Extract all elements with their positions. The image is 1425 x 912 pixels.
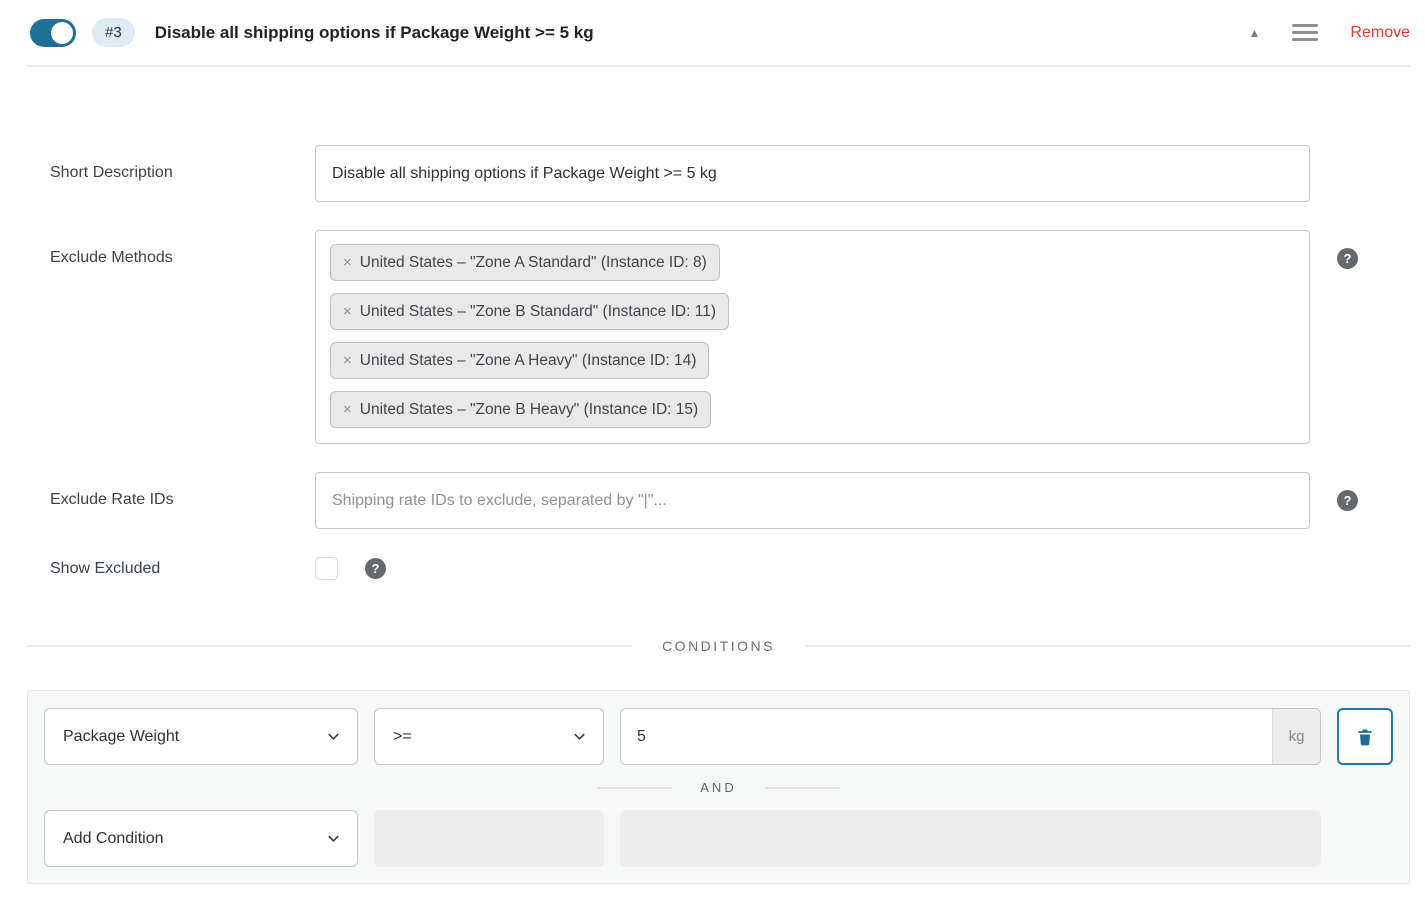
drag-handle-icon[interactable] — [1292, 20, 1319, 45]
chevron-down-icon — [574, 733, 585, 741]
tag-label: United States – "Zone A Standard" (Insta… — [359, 253, 707, 271]
conditions-box: Package Weight >= kg AND Add Condition — [27, 690, 1410, 884]
joiner-label: AND — [700, 780, 737, 795]
trash-icon — [1358, 729, 1372, 745]
condition-operator-select[interactable]: >= — [374, 708, 604, 765]
divider-line — [597, 786, 673, 789]
header-divider — [27, 65, 1410, 67]
divider-line — [764, 786, 840, 789]
chevron-down-icon — [328, 835, 339, 843]
exclude-methods-label: Exclude Methods — [50, 249, 173, 266]
condition-value-input[interactable] — [621, 709, 1272, 764]
placeholder-operator-slot — [374, 810, 604, 867]
collapse-triangle-icon[interactable]: ▲ — [1248, 25, 1261, 40]
divider-line — [27, 645, 633, 647]
delete-condition-button[interactable] — [1337, 708, 1393, 765]
empty-slot — [1337, 810, 1393, 867]
toggle-knob-icon — [51, 21, 73, 44]
rule-enabled-toggle[interactable] — [30, 18, 76, 47]
short-description-input[interactable] — [315, 145, 1310, 202]
show-excluded-row: Show Excluded ? — [27, 557, 1410, 580]
add-condition-row: Add Condition — [44, 810, 1393, 867]
tag-remove-icon[interactable]: × — [343, 303, 352, 320]
rule-title: Disable all shipping options if Package … — [154, 22, 594, 42]
add-condition-label: Add Condition — [63, 829, 164, 847]
rule-number-badge: #3 — [92, 18, 135, 47]
header-actions: ▲ Remove — [1247, 20, 1410, 45]
tag-label: United States – "Zone B Standard" (Insta… — [359, 302, 716, 320]
rule-header: #3 Disable all shipping options if Packa… — [27, 10, 1410, 65]
exclude-rate-ids-label: Exclude Rate IDs — [50, 491, 174, 508]
placeholder-value-slot — [620, 810, 1321, 867]
excluded-method-tag: × United States – "Zone B Standard" (Ins… — [330, 293, 729, 330]
divider-line — [804, 645, 1411, 647]
conditions-section-header: CONDITIONS — [27, 638, 1411, 654]
rule-settings-form: Short Description Exclude Methods × Unit… — [27, 145, 1410, 580]
tag-label: United States – "Zone B Heavy" (Instance… — [359, 400, 699, 418]
remove-rule-button[interactable]: Remove — [1350, 23, 1410, 41]
shipping-rule-panel: #3 Disable all shipping options if Packa… — [27, 10, 1411, 884]
help-icon[interactable]: ? — [365, 558, 386, 579]
condition-operator-value: >= — [393, 727, 412, 745]
show-excluded-label: Show Excluded — [50, 559, 161, 577]
condition-value-group: kg — [620, 708, 1321, 765]
excluded-method-tag: × United States – "Zone A Standard" (Ins… — [330, 244, 720, 281]
condition-subject-select[interactable]: Package Weight — [44, 708, 358, 765]
tag-label: United States – "Zone A Heavy" (Instance… — [359, 351, 697, 369]
condition-subject-value: Package Weight — [63, 727, 180, 745]
exclude-methods-multiselect[interactable]: × United States – "Zone A Standard" (Ins… — [315, 230, 1310, 444]
chevron-down-icon — [328, 733, 339, 741]
help-icon[interactable]: ? — [1337, 248, 1358, 269]
tag-remove-icon[interactable]: × — [343, 401, 352, 418]
short-description-row: Short Description — [27, 145, 1410, 202]
show-excluded-checkbox[interactable] — [315, 557, 338, 580]
exclude-rate-ids-row: Exclude Rate IDs ? — [27, 472, 1410, 529]
conditions-section-title: CONDITIONS — [662, 638, 775, 654]
condition-joiner: AND — [44, 780, 1393, 795]
condition-unit-suffix: kg — [1272, 709, 1320, 764]
excluded-method-tag: × United States – "Zone A Heavy" (Instan… — [330, 342, 710, 379]
add-condition-select[interactable]: Add Condition — [44, 810, 358, 867]
help-icon[interactable]: ? — [1337, 490, 1358, 511]
exclude-methods-row: Exclude Methods × United States – "Zone … — [27, 230, 1410, 444]
tag-remove-icon[interactable]: × — [343, 352, 352, 369]
short-description-label: Short Description — [50, 164, 173, 181]
condition-row: Package Weight >= kg — [44, 708, 1393, 765]
excluded-method-tag: × United States – "Zone B Heavy" (Instan… — [330, 391, 712, 428]
exclude-rate-ids-input[interactable] — [315, 472, 1310, 529]
tag-remove-icon[interactable]: × — [343, 254, 352, 271]
